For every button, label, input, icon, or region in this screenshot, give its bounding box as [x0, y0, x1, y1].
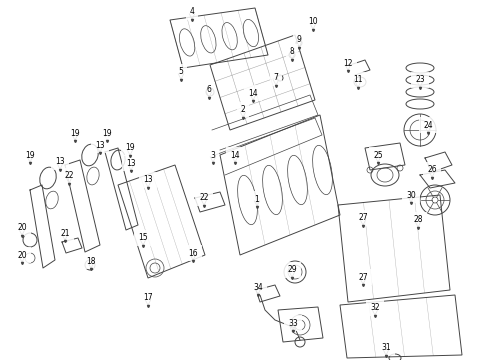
Text: 4: 4	[190, 8, 195, 17]
Text: 13: 13	[95, 140, 105, 149]
Text: 20: 20	[17, 224, 27, 233]
Text: 30: 30	[406, 190, 416, 199]
Text: 19: 19	[125, 144, 135, 153]
Text: 13: 13	[126, 158, 136, 167]
Text: 33: 33	[288, 319, 298, 328]
Text: 29: 29	[287, 266, 297, 274]
Text: 22: 22	[199, 194, 209, 202]
Text: 3: 3	[211, 150, 216, 159]
Text: 19: 19	[25, 150, 35, 159]
Text: 32: 32	[370, 303, 380, 312]
Text: 13: 13	[55, 158, 65, 166]
Text: 20: 20	[17, 251, 27, 260]
Text: 8: 8	[290, 48, 294, 57]
Text: 14: 14	[248, 89, 258, 98]
Text: 27: 27	[358, 273, 368, 282]
Text: 6: 6	[207, 85, 212, 94]
Text: 31: 31	[381, 343, 391, 352]
Text: 9: 9	[296, 36, 301, 45]
Text: 25: 25	[373, 150, 383, 159]
Text: 24: 24	[423, 121, 433, 130]
Text: 22: 22	[64, 171, 74, 180]
Text: 2: 2	[241, 105, 245, 114]
Text: 15: 15	[138, 234, 148, 243]
Text: 28: 28	[413, 216, 423, 225]
Text: 12: 12	[343, 58, 353, 68]
Text: 14: 14	[230, 150, 240, 159]
Text: 13: 13	[143, 175, 153, 184]
Text: 11: 11	[353, 76, 363, 85]
Text: 17: 17	[143, 293, 153, 302]
Text: 19: 19	[102, 129, 112, 138]
Text: 10: 10	[308, 18, 318, 27]
Text: 5: 5	[178, 68, 183, 77]
Text: 19: 19	[70, 129, 80, 138]
Text: 34: 34	[253, 283, 263, 292]
Text: 1: 1	[255, 194, 259, 203]
Text: 7: 7	[273, 73, 278, 82]
Text: 16: 16	[188, 248, 198, 257]
Text: 23: 23	[415, 76, 425, 85]
Text: 21: 21	[60, 229, 70, 238]
Text: 18: 18	[86, 256, 96, 266]
Text: 26: 26	[427, 166, 437, 175]
Text: 27: 27	[358, 213, 368, 222]
